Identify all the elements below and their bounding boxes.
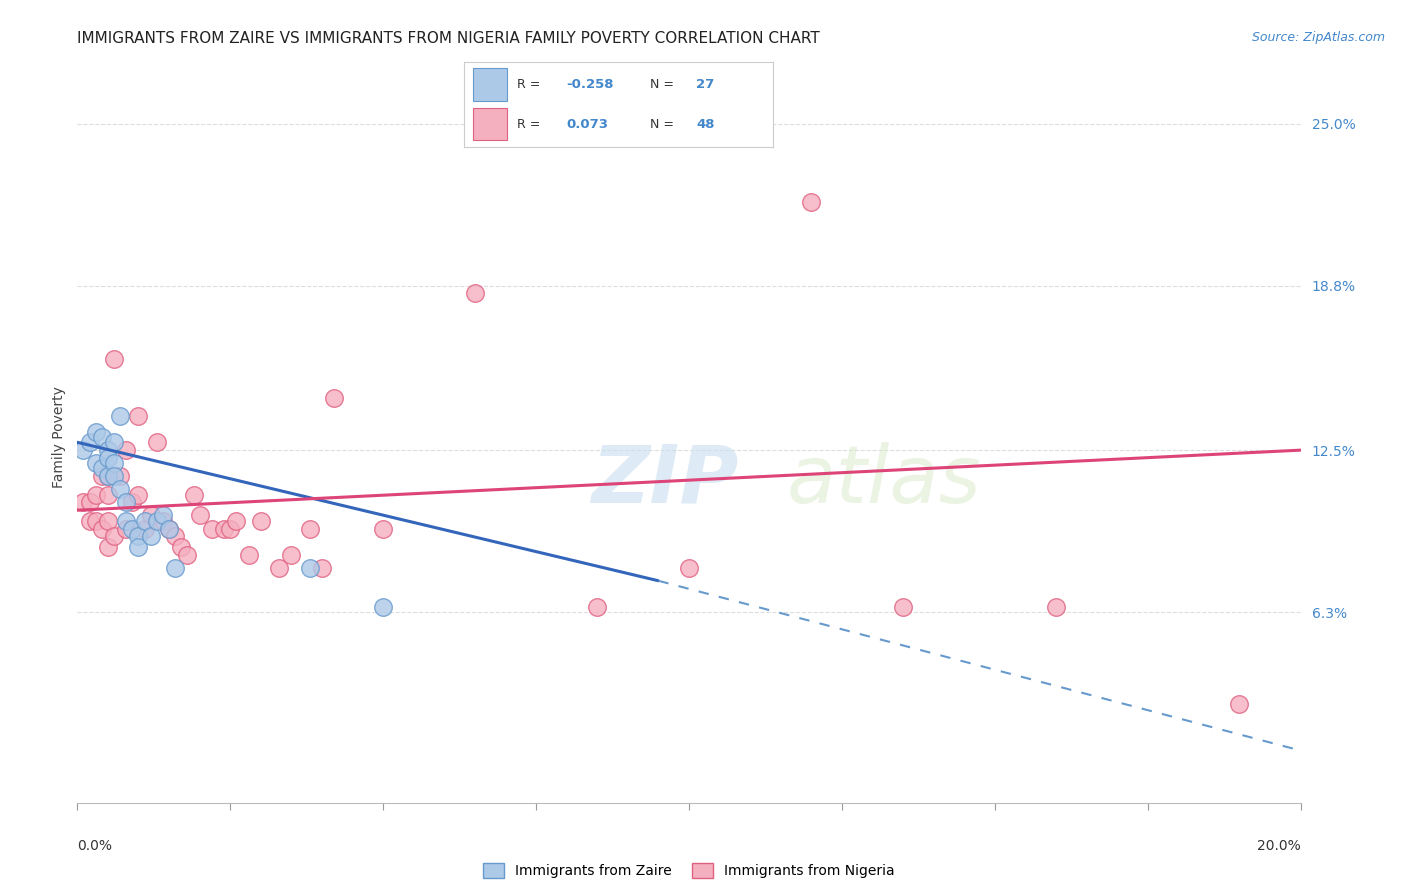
Point — [108, 483, 131, 497]
Point — [134, 521, 156, 535]
Text: 0.0%: 0.0% — [77, 839, 112, 854]
Point — [1229, 697, 1251, 711]
Point — [586, 599, 609, 614]
Point — [90, 430, 112, 444]
Y-axis label: Family Poverty: Family Poverty — [52, 386, 66, 488]
Point — [97, 540, 120, 554]
Text: 48: 48 — [696, 118, 714, 131]
Point — [97, 443, 120, 458]
Point — [464, 286, 486, 301]
Point — [97, 469, 120, 483]
Point — [678, 560, 700, 574]
FancyBboxPatch shape — [474, 108, 508, 140]
Point — [90, 461, 112, 475]
Point — [212, 521, 235, 535]
Text: atlas: atlas — [787, 442, 981, 520]
Point — [152, 508, 174, 523]
Point — [165, 529, 187, 543]
Text: N =: N = — [650, 78, 673, 91]
Text: 27: 27 — [696, 78, 714, 91]
Point — [311, 560, 333, 574]
Point — [103, 351, 125, 366]
Point — [79, 435, 101, 450]
Point — [250, 514, 273, 528]
Point — [103, 456, 125, 470]
Text: 0.073: 0.073 — [567, 118, 607, 131]
Point — [79, 495, 101, 509]
Point — [115, 443, 138, 458]
Point — [165, 560, 187, 574]
Text: R =: R = — [516, 118, 540, 131]
Point — [371, 599, 394, 614]
Point — [280, 548, 302, 562]
Point — [800, 194, 823, 209]
Point — [371, 521, 394, 535]
Text: 20.0%: 20.0% — [1257, 839, 1301, 854]
Point — [90, 521, 112, 535]
Point — [79, 514, 101, 528]
Point — [108, 469, 131, 483]
Legend: Immigrants from Zaire, Immigrants from Nigeria: Immigrants from Zaire, Immigrants from N… — [477, 858, 901, 884]
Point — [225, 514, 247, 528]
Point — [127, 487, 149, 501]
Point — [121, 495, 143, 509]
Point — [183, 487, 205, 501]
Point — [176, 548, 198, 562]
Point — [323, 391, 346, 405]
Point — [170, 540, 193, 554]
Point — [84, 425, 107, 439]
Point — [139, 529, 162, 543]
Text: -0.258: -0.258 — [567, 78, 613, 91]
Point — [97, 487, 120, 501]
Point — [72, 443, 94, 458]
Point — [238, 548, 260, 562]
Text: ZIP: ZIP — [591, 442, 738, 520]
Point — [115, 495, 138, 509]
Point — [219, 521, 242, 535]
Point — [90, 469, 112, 483]
Point — [146, 435, 169, 450]
Point — [891, 599, 914, 614]
Point — [298, 521, 321, 535]
Point — [152, 514, 174, 528]
Text: IMMIGRANTS FROM ZAIRE VS IMMIGRANTS FROM NIGERIA FAMILY POVERTY CORRELATION CHAR: IMMIGRANTS FROM ZAIRE VS IMMIGRANTS FROM… — [77, 31, 820, 46]
Point — [134, 514, 156, 528]
FancyBboxPatch shape — [474, 69, 508, 101]
Point — [84, 514, 107, 528]
Point — [269, 560, 291, 574]
Point — [103, 435, 125, 450]
Point — [72, 495, 94, 509]
Text: N =: N = — [650, 118, 673, 131]
Point — [188, 508, 211, 523]
Point — [108, 409, 131, 424]
Point — [115, 514, 138, 528]
Text: Source: ZipAtlas.com: Source: ZipAtlas.com — [1251, 31, 1385, 45]
Text: R =: R = — [516, 78, 540, 91]
Point — [84, 456, 107, 470]
Point — [97, 514, 120, 528]
Point — [97, 469, 120, 483]
Point — [127, 529, 149, 543]
Point — [103, 469, 125, 483]
Point — [139, 508, 162, 523]
Point — [97, 450, 120, 465]
Point — [1045, 599, 1067, 614]
Point — [121, 521, 143, 535]
Point — [298, 560, 321, 574]
Point — [127, 409, 149, 424]
Point — [146, 514, 169, 528]
Point — [115, 521, 138, 535]
Point — [157, 521, 180, 535]
Point — [157, 521, 180, 535]
Point — [127, 540, 149, 554]
Point — [201, 521, 224, 535]
Point — [84, 487, 107, 501]
Point — [103, 529, 125, 543]
